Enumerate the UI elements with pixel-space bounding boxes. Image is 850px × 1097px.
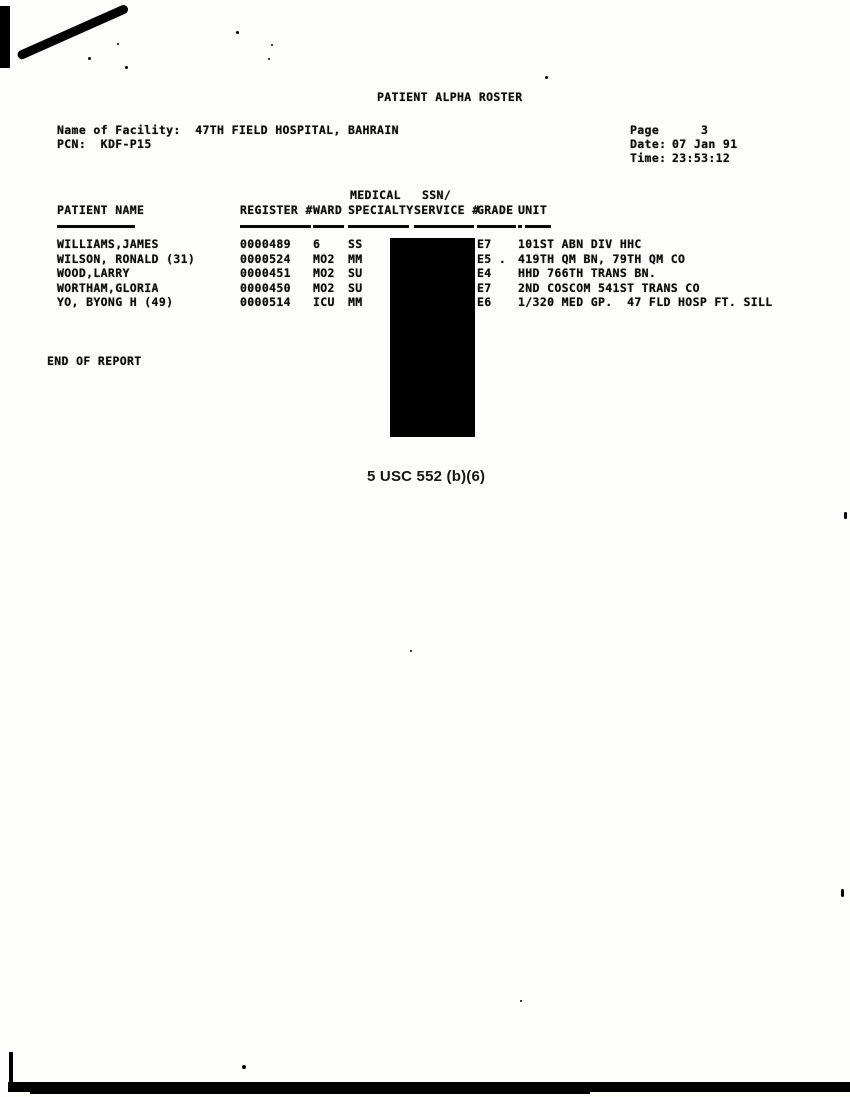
header-patient-name: PATIENT NAME <box>57 203 145 217</box>
underline-specialty <box>348 225 409 228</box>
medical-specialty: SS <box>348 237 363 251</box>
table-row: WILSON, RONALD (31) 0000524 MO2 MM E5 . … <box>0 252 850 266</box>
scan-speck <box>268 58 270 60</box>
page-number: 3 <box>701 123 709 137</box>
patient-name: YO, BYONG H (49) <box>57 295 174 309</box>
patient-name: WILLIAMS,JAMES <box>57 237 159 251</box>
patient-name: WORTHAM,GLORIA <box>57 280 159 295</box>
underline-unit <box>525 225 551 228</box>
facility-label: Name of Facility: <box>57 123 181 137</box>
underline-register <box>240 225 311 228</box>
underline-grade <box>477 225 516 228</box>
register-number: 0000489 <box>240 237 291 251</box>
unit: HHD 766TH TRANS BN. <box>518 266 657 280</box>
underline-service <box>414 225 474 228</box>
header-ward: WARD <box>313 203 343 217</box>
facility-spacer <box>181 123 196 137</box>
grade: E5 . <box>477 251 507 266</box>
medical-specialty: SU <box>348 280 363 295</box>
register-number: 0000450 <box>240 280 291 295</box>
table-row: WILLIAMS,JAMES 0000489 6 SS E7 101ST ABN… <box>0 237 850 251</box>
unit: 2ND COSCOM 541ST TRANS CO <box>518 280 700 295</box>
scan-speck <box>242 1065 246 1069</box>
time-value: 23:53:12 <box>672 151 731 165</box>
scan-diagonal-pen-mark <box>16 3 130 61</box>
unit: 1/320 MED GP. 47 FLD HOSP FT. SILL <box>518 295 773 309</box>
scan-bottom-bar <box>8 1082 850 1092</box>
header-service: SERVICE # <box>414 203 480 217</box>
date-value: 07 Jan 91 <box>672 137 738 151</box>
date-label: Date: <box>630 137 667 151</box>
scan-speck <box>236 31 239 34</box>
medical-specialty: SU <box>348 266 363 280</box>
patient-name: WILSON, RONALD (31) <box>57 251 196 266</box>
ward: MO2 <box>313 251 335 266</box>
header-ssn: SSN/ <box>422 188 452 202</box>
table-header-row: PATIENT NAME REGISTER # WARD SPECIALTY S… <box>0 203 850 217</box>
header-unit: UNIT <box>518 203 548 217</box>
scan-bottom-left-line <box>9 1052 13 1084</box>
ward: MO2 <box>313 280 335 295</box>
scan-speck <box>410 650 412 652</box>
underline-ward <box>313 225 344 228</box>
scan-speck <box>520 1000 522 1002</box>
register-number: 0000514 <box>240 295 291 309</box>
patient-name: WOOD,LARRY <box>57 266 130 280</box>
medical-specialty: MM <box>348 251 363 266</box>
grade: E4 <box>477 266 492 280</box>
scan-corner-bar <box>0 6 10 68</box>
pcn-spacer <box>86 137 101 151</box>
underline-patient-name <box>57 225 135 228</box>
ward: MO2 <box>313 266 335 280</box>
facility-value: 47TH FIELD HOSPITAL, BAHRAIN <box>195 123 399 137</box>
unit: 101ST ABN DIV HHC <box>518 237 642 251</box>
redaction-citation: 5 USC 552 (b)(6) <box>367 468 486 485</box>
register-number: 0000451 <box>240 266 291 280</box>
grade: E7 <box>477 280 492 295</box>
redaction-box <box>390 238 475 437</box>
scan-speck <box>125 66 128 69</box>
pcn-label: PCN: <box>57 137 87 151</box>
medical-specialty: MM <box>348 295 363 309</box>
ward: ICU <box>313 295 335 309</box>
header-specialty: SPECIALTY <box>348 203 414 217</box>
unit: 419TH QM BN, 79TH QM CO <box>518 251 686 266</box>
grade: E6 <box>477 295 492 309</box>
ward: 6 <box>313 237 321 251</box>
scan-speck <box>841 889 844 897</box>
pcn-line: PCN: KDF-P15 <box>57 137 152 151</box>
document-title: PATIENT ALPHA ROSTER <box>377 90 523 104</box>
facility-line: Name of Facility: 47TH FIELD HOSPITAL, B… <box>57 123 399 137</box>
table-row: WOOD,LARRY 0000451 MO2 SU E4 HHD 766TH T… <box>0 266 850 280</box>
scan-speck <box>117 43 119 45</box>
table-row: YO, BYONG H (49) 0000514 ICU MM E6 1/320… <box>0 295 850 309</box>
scan-speck <box>271 44 273 46</box>
grade: E7 <box>477 237 492 251</box>
time-label: Time: <box>630 151 667 165</box>
header-medical: MEDICAL <box>350 188 401 202</box>
page-label: Page <box>630 123 660 137</box>
register-number: 0000524 <box>240 251 291 266</box>
end-of-report: END OF REPORT <box>47 354 142 368</box>
header-grade: GRADE <box>477 203 514 217</box>
scan-speck <box>844 512 847 519</box>
scan-speck <box>88 57 91 60</box>
table-row: WORTHAM,GLORIA 0000450 MO2 SU E7 2ND COS… <box>0 281 850 295</box>
pcn-value: KDF-P15 <box>100 137 152 151</box>
header-register: REGISTER # <box>240 203 313 217</box>
scan-speck <box>545 76 548 79</box>
scan-bottom-bar-smudge <box>30 1091 590 1094</box>
underline-unit-dot <box>518 225 522 228</box>
